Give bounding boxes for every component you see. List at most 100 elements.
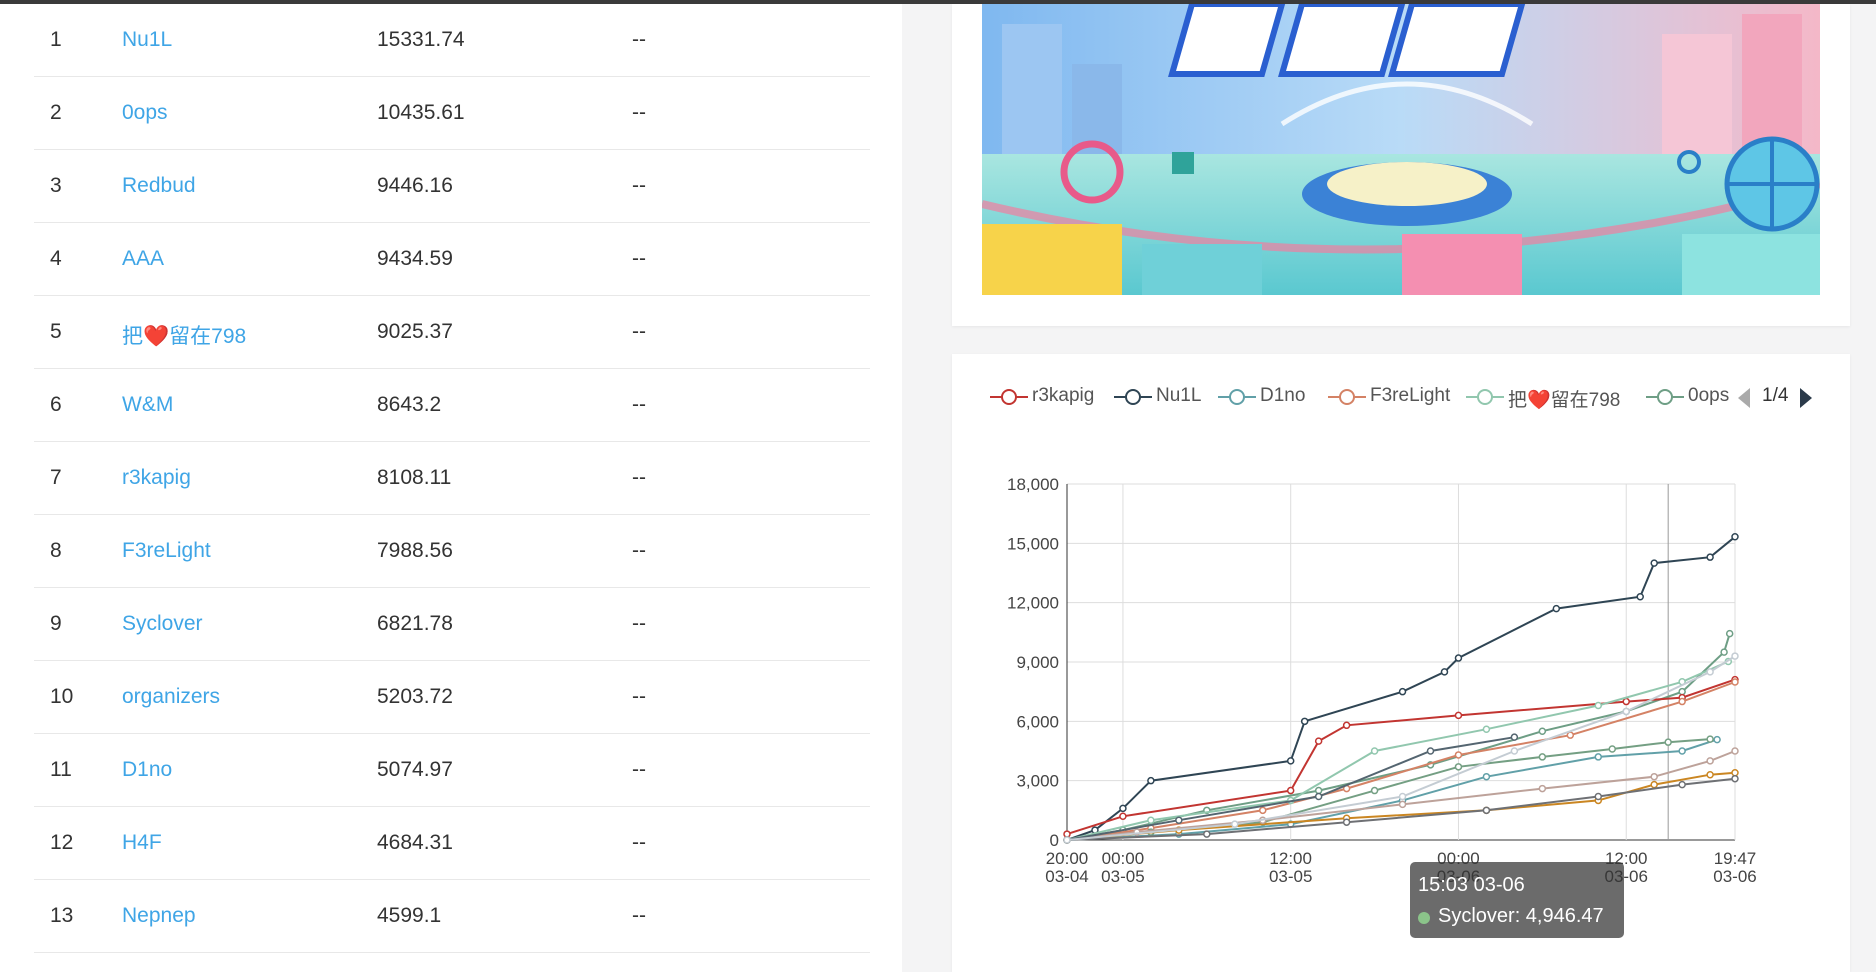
rank-cell: 10 xyxy=(50,685,74,708)
legend-label: Nu1L xyxy=(1156,385,1202,406)
table-row: 5 把❤️留在798 9025.37 -- xyxy=(34,296,870,369)
data-point xyxy=(1454,654,1463,662)
tooltip-series-dot xyxy=(1418,912,1430,924)
team-link[interactable]: W&M xyxy=(122,393,174,416)
team-link[interactable]: Syclover xyxy=(122,612,203,635)
data-point xyxy=(1426,747,1435,755)
table-row: 2 0ops 10435.61 -- xyxy=(34,77,870,150)
x-tick-date: 03-05 xyxy=(1269,867,1312,886)
score-cell: 6821.78 xyxy=(377,612,453,635)
data-point xyxy=(1706,668,1714,676)
data-point xyxy=(1538,727,1547,735)
score-cell: 15331.74 xyxy=(377,28,465,51)
data-point xyxy=(1286,786,1295,795)
x-tick-time: 00:00 xyxy=(1102,849,1145,868)
x-tick-date: 03-05 xyxy=(1101,867,1144,886)
team-link[interactable]: organizers xyxy=(122,685,221,708)
data-point xyxy=(1678,780,1686,789)
data-point xyxy=(1713,735,1721,744)
data-point xyxy=(1594,792,1603,801)
score-cell: 9446.16 xyxy=(377,174,453,197)
extra-cell: -- xyxy=(632,101,646,124)
team-link[interactable]: r3kapig xyxy=(122,466,191,489)
legend-prev-page-button[interactable] xyxy=(1738,388,1750,408)
table-row: 6 W&M 8643.2 -- xyxy=(34,369,870,442)
rank-cell: 2 xyxy=(50,101,62,124)
tooltip-time: 15:03 03-06 xyxy=(1418,874,1525,896)
table-row: 8 F3reLight 7988.56 -- xyxy=(34,515,870,588)
data-point xyxy=(1147,816,1155,824)
rank-cell: 8 xyxy=(50,539,62,562)
series-line xyxy=(1066,678,1736,836)
score-cell: 5203.72 xyxy=(377,685,453,708)
team-link[interactable]: 把❤️留在798 xyxy=(122,325,247,348)
legend-next-page-button[interactable] xyxy=(1800,388,1812,408)
data-point xyxy=(1231,820,1239,828)
data-point xyxy=(1342,818,1351,826)
table-row: 13 Nepnep 4599.1 -- xyxy=(34,880,870,953)
rank-cell: 3 xyxy=(50,174,62,197)
team-link[interactable]: D1no xyxy=(122,758,173,781)
data-point xyxy=(1731,747,1739,755)
data-point xyxy=(1678,747,1686,755)
team-link[interactable]: H4F xyxy=(122,831,162,854)
table-row: 9 Syclover 6821.78 -- xyxy=(34,588,870,661)
extra-cell: -- xyxy=(632,393,646,416)
data-point xyxy=(1286,757,1295,765)
data-point xyxy=(1300,717,1309,726)
legend-marker-icon xyxy=(1114,389,1152,405)
team-link[interactable]: Nu1L xyxy=(122,28,173,51)
legend-marker-icon xyxy=(990,389,1028,405)
team-link[interactable]: Nepnep xyxy=(122,904,196,927)
data-point xyxy=(1731,533,1739,541)
x-tick-date: 03-04 xyxy=(1045,867,1088,886)
data-point xyxy=(1650,780,1658,789)
scoreboard-panel: 1 Nu1L 15331.74 -- 2 0ops 10435.61 -- 3 Redbud 944… xyxy=(0,4,902,972)
data-point xyxy=(1552,604,1561,613)
data-point xyxy=(1063,836,1071,844)
extra-cell: -- xyxy=(632,320,646,343)
team-link[interactable]: 0ops xyxy=(122,101,168,124)
data-point xyxy=(1454,751,1463,759)
data-point xyxy=(1594,701,1603,710)
data-point xyxy=(1731,769,1739,777)
x-tick-time: 12:00 xyxy=(1269,849,1312,868)
data-point xyxy=(1538,784,1547,793)
data-point xyxy=(1119,812,1127,821)
team-link[interactable]: F3reLight xyxy=(122,539,211,562)
data-point xyxy=(1440,668,1449,676)
rank-cell: 5 xyxy=(50,320,62,343)
table-row: 10 organizers 5203.72 -- xyxy=(34,661,870,734)
score-cell: 5074.97 xyxy=(377,758,453,781)
rank-cell: 9 xyxy=(50,612,62,635)
score-line-chart[interactable]: 03,0006,0009,00012,00015,00018,00020:000… xyxy=(952,444,1850,972)
data-point xyxy=(1258,806,1267,815)
data-point xyxy=(1566,731,1575,739)
data-point xyxy=(1706,757,1714,765)
score-cell: 8108.11 xyxy=(377,466,452,489)
legend-label: 把❤️留在798 xyxy=(1508,390,1621,411)
y-tick-label: 12,000 xyxy=(1007,594,1059,613)
event-banner-card xyxy=(952,4,1850,326)
data-point xyxy=(1482,725,1491,733)
data-point xyxy=(1608,745,1616,753)
team-link[interactable]: Redbud xyxy=(122,174,196,197)
y-tick-label: 18,000 xyxy=(1007,475,1059,494)
score-cell: 7988.56 xyxy=(377,539,453,562)
extra-cell: -- xyxy=(632,831,646,854)
data-point xyxy=(1650,559,1658,567)
top-border xyxy=(0,0,1876,4)
legend-label: D1no xyxy=(1260,385,1306,406)
chart-legend: r3kapig Nu1L D1no F3reLight 把❤️留在798 0ops xyxy=(990,384,1780,411)
score-cell: 4684.31 xyxy=(377,831,453,854)
table-row: 7 r3kapig 8108.11 -- xyxy=(34,442,870,515)
data-point xyxy=(1454,763,1463,771)
data-point xyxy=(1147,776,1155,785)
score-cell: 8643.2 xyxy=(377,393,442,416)
data-point xyxy=(1119,804,1127,813)
data-point xyxy=(1175,816,1183,824)
team-link[interactable]: AAA xyxy=(122,247,165,270)
rank-cell: 11 xyxy=(50,758,72,781)
data-point xyxy=(1398,792,1407,801)
x-tick-time: 20:00 xyxy=(1046,849,1089,868)
